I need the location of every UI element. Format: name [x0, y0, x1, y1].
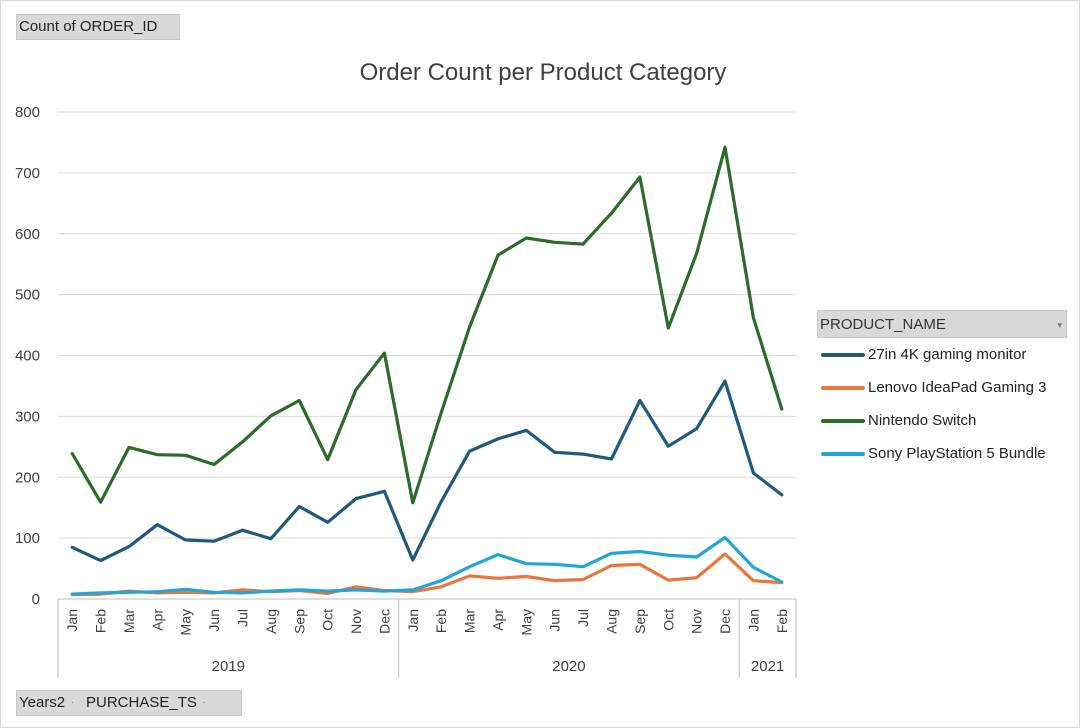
x-tick-label: Dec [376, 609, 392, 634]
y-tick-label: 600 [15, 226, 40, 243]
legend-label: Lenovo IdeaPad Gaming 3 [868, 379, 1047, 396]
legend-item[interactable]: Nintendo Switch [817, 404, 1067, 437]
value-field-button[interactable]: Count of ORDER_ID [16, 14, 180, 40]
y-tick-label: 400 [15, 348, 40, 365]
year-group-label: 2019 [212, 658, 245, 675]
legend: PRODUCT_NAME ▾ 27in 4K gaming monitor Len… [817, 310, 1067, 470]
legend-item[interactable]: Lenovo IdeaPad Gaming 3 [817, 371, 1067, 404]
y-tick-label: 800 [15, 104, 40, 121]
y-tick-label: 300 [15, 408, 40, 425]
x-tick-label: Oct [320, 609, 336, 631]
series-line-0[interactable] [70, 379, 784, 563]
x-tick-label: Mar [462, 609, 478, 633]
x-tick-label: Sep [291, 609, 307, 634]
legend-label: Sony PlayStation 5 Bundle [868, 445, 1046, 462]
x-tick-label: Apr [149, 609, 165, 631]
legend-label: 27in 4K gaming monitor [868, 346, 1027, 363]
legend-swatch [821, 418, 865, 423]
axis-field-years-button[interactable]: Years2 · [19, 691, 74, 715]
y-tick-label: 500 [15, 287, 40, 304]
x-tick-label: Jun [547, 609, 563, 632]
x-tick-label: Feb [93, 609, 109, 633]
x-tick-label: Jul [235, 609, 251, 627]
legend-header-button[interactable]: PRODUCT_NAME ▾ [817, 310, 1067, 338]
x-tick-label: Mar [121, 609, 137, 633]
x-tick-label: Apr [490, 609, 506, 631]
axis-fields-bar: Years2 · PURCHASE_TS · [16, 690, 242, 716]
x-tick-label: Aug [604, 609, 620, 634]
legend-swatch [821, 451, 865, 456]
x-tick-label: Jul [575, 609, 591, 627]
axis-field-purchase-button[interactable]: PURCHASE_TS · [86, 691, 206, 715]
x-tick-label: Feb [433, 609, 449, 633]
legend-item[interactable]: Sony PlayStation 5 Bundle [817, 437, 1067, 470]
x-tick-label: Oct [660, 609, 676, 631]
x-tick-label: Nov [348, 609, 364, 634]
series-line-1[interactable] [70, 552, 784, 597]
x-tick-label: May [178, 609, 194, 635]
legend-swatch [821, 352, 865, 357]
y-tick-label: 0 [32, 591, 40, 608]
y-tick-label: 100 [15, 530, 40, 547]
year-group-label: 2020 [552, 658, 585, 675]
legend-header-label: PRODUCT_NAME [820, 316, 946, 333]
chart-title: Order Count per Product Category [360, 59, 727, 86]
x-tick-label: Jun [206, 609, 222, 632]
x-tick-label: Sep [632, 609, 648, 634]
axis-field-purchase-dropdown-icon[interactable]: · [202, 698, 206, 708]
legend-item[interactable]: 27in 4K gaming monitor [817, 338, 1067, 371]
filter-dropdown-icon[interactable]: ▾ [1057, 320, 1062, 330]
x-tick-label: Aug [263, 609, 279, 634]
series-line-3[interactable] [70, 535, 784, 596]
x-tick-label: Jan [405, 609, 421, 632]
x-tick-label: Jan [745, 609, 761, 632]
x-tick-label: Dec [717, 609, 733, 634]
y-tick-label: 700 [15, 165, 40, 182]
legend-label: Nintendo Switch [868, 412, 977, 429]
year-group-label: 2021 [751, 658, 784, 675]
x-tick-label: Feb [774, 609, 790, 633]
axis-field-years-label: Years2 [19, 694, 66, 711]
legend-swatch [821, 385, 865, 390]
x-tick-label: May [518, 609, 534, 635]
x-tick-label: Nov [689, 609, 705, 634]
axis-field-years-dropdown-icon[interactable]: · [71, 698, 74, 708]
series-line-2[interactable] [70, 145, 784, 505]
axis-field-purchase-label: PURCHASE_TS [86, 694, 197, 711]
y-tick-label: 200 [15, 469, 40, 486]
x-tick-label: Jan [64, 609, 80, 632]
